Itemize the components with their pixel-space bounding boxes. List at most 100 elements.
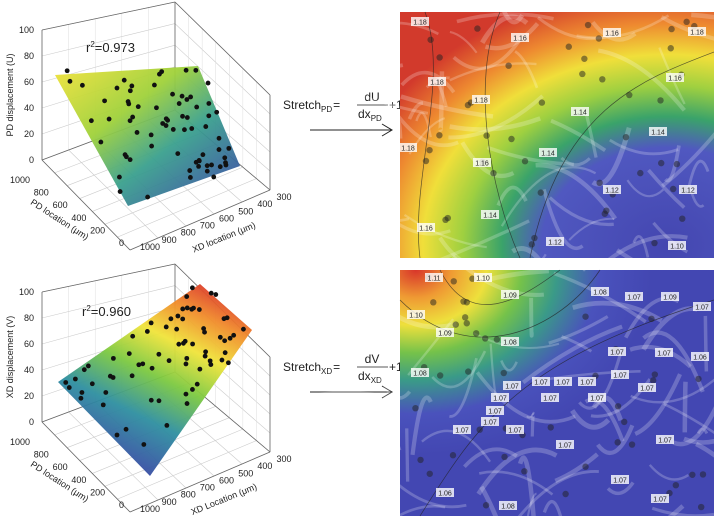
label-box — [472, 95, 490, 104]
sample-point — [231, 332, 237, 338]
x-tick-label: 1000 — [140, 242, 160, 252]
contour-label: 1.08 — [593, 290, 607, 297]
sample-point — [127, 118, 133, 124]
sample-point — [183, 361, 189, 367]
contour-label: 1.14 — [651, 130, 665, 137]
sample-point — [203, 349, 209, 355]
fiber — [309, 391, 401, 401]
label-box — [603, 185, 621, 194]
contour-label: 1.07 — [640, 386, 654, 393]
x-tick-label: 500 — [238, 468, 253, 478]
sample-point — [180, 306, 186, 312]
sample-point — [184, 115, 190, 120]
fiber — [626, 179, 665, 198]
sample-point — [422, 157, 430, 165]
sample-point — [179, 93, 185, 99]
sample-point — [148, 132, 154, 138]
label-box — [539, 148, 557, 157]
denominator: dxPD — [358, 107, 382, 123]
sample-point — [584, 21, 592, 29]
r-exponent: 2 — [86, 304, 91, 313]
fiber — [661, 132, 714, 188]
sample-point — [599, 76, 606, 83]
contour-label: 1.16 — [513, 36, 527, 43]
sample-point — [102, 98, 107, 104]
contour-label: 1.09 — [503, 293, 517, 300]
contour-label: 1.10 — [476, 276, 490, 283]
label-box — [436, 328, 454, 337]
y-tick-label: 1000 — [10, 175, 30, 185]
z-tick-label: 20 — [24, 391, 34, 401]
label-box — [611, 370, 629, 379]
contour-label: 1.07 — [627, 295, 641, 302]
sample-point — [202, 353, 208, 359]
sample-point — [184, 97, 190, 102]
sample-point — [72, 376, 78, 382]
axis-line — [129, 189, 271, 251]
sample-point — [127, 88, 133, 94]
fiber — [452, 36, 523, 71]
sample-point — [189, 126, 195, 131]
fiber — [591, 395, 624, 422]
axis-line — [174, 44, 271, 134]
sample-point — [127, 157, 133, 163]
contour-label: 1.18 — [401, 146, 415, 153]
sample-point — [444, 214, 451, 222]
sample-point — [166, 358, 172, 364]
fiber — [703, 315, 709, 372]
y-tick-label: 800 — [34, 450, 49, 460]
y-tick-label: 400 — [71, 475, 86, 485]
sample-point — [79, 82, 85, 88]
sample-point — [201, 326, 207, 331]
x-tick-label: 900 — [162, 497, 177, 507]
sample-point — [689, 471, 696, 478]
sample-point — [196, 163, 201, 169]
sample-point — [490, 169, 497, 177]
contour-label: 1.10 — [409, 313, 423, 320]
label-box — [571, 107, 589, 116]
fiber — [376, 84, 459, 148]
sample-point — [222, 350, 228, 356]
y-tick-label: 200 — [90, 487, 105, 497]
axis-line — [104, 428, 243, 487]
label-box — [679, 185, 697, 194]
sample-point — [449, 452, 457, 459]
sample-point — [505, 62, 512, 69]
fiber — [672, 406, 714, 447]
axis-line — [117, 440, 257, 500]
sample-point — [88, 118, 94, 124]
x-tick-label: 500 — [238, 206, 253, 216]
sample-point — [649, 377, 657, 384]
contour-label: 1.09 — [438, 331, 452, 338]
sample-point — [222, 155, 228, 161]
sample-point — [461, 314, 469, 321]
label-box — [625, 292, 643, 301]
axis-line — [41, 159, 131, 251]
label-box — [511, 33, 529, 42]
sample-point — [100, 402, 106, 408]
sample-point — [63, 380, 69, 385]
sample-point — [679, 215, 686, 222]
z-tick-label: 60 — [24, 77, 34, 87]
sample-point — [78, 395, 84, 401]
contour-label: 1.07 — [613, 478, 627, 485]
contour-label: 1.06 — [438, 491, 452, 498]
fiber — [456, 12, 554, 24]
sample-point — [204, 163, 210, 169]
contour-label: 1.07 — [580, 380, 594, 387]
sample-point — [183, 391, 189, 397]
sample-point — [89, 381, 95, 387]
contour-label: 1.07 — [505, 384, 519, 391]
sample-point — [581, 55, 588, 62]
label-box — [399, 143, 417, 152]
sample-point — [191, 305, 196, 311]
sample-point — [154, 105, 159, 111]
sample-point — [667, 45, 674, 52]
contour-label: 1.07 — [613, 373, 627, 380]
contour-line — [439, 269, 561, 305]
sample-point — [493, 336, 501, 343]
sample-point — [117, 189, 123, 194]
contour-label: 1.16 — [605, 31, 619, 38]
